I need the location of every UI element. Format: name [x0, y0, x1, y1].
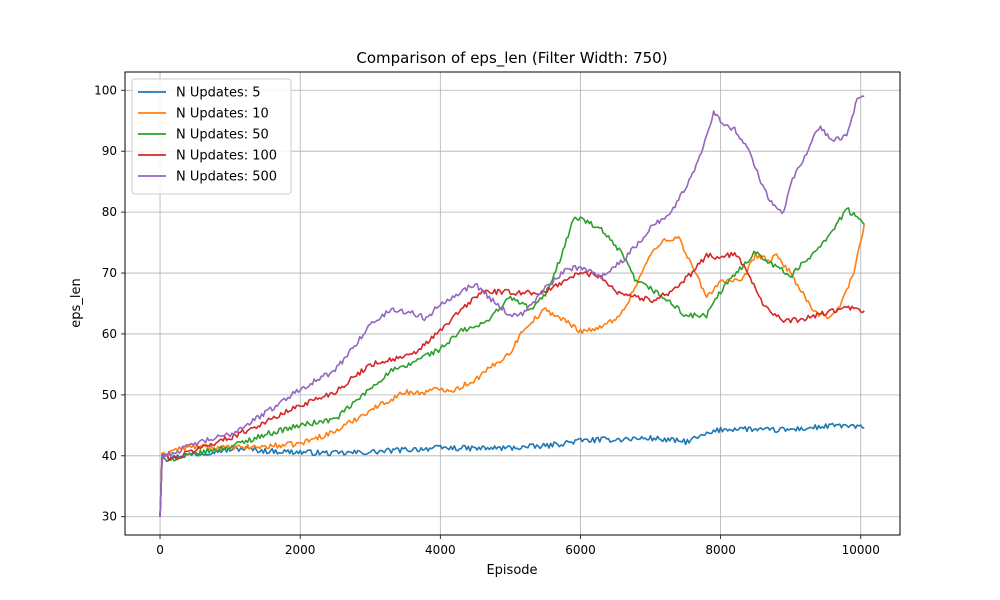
- legend-entry: N Updates: 100: [176, 149, 277, 164]
- grid: [125, 72, 900, 535]
- x-tick-label: 4000: [425, 543, 456, 557]
- series-line-0: [159, 422, 865, 517]
- x-axis-label: Episode: [486, 563, 537, 578]
- axis-ticks: 0 2000 4000 6000 8000 10000 30 40 50 60 70 80 90 100: [94, 83, 880, 557]
- x-tick-label: 2000: [285, 543, 316, 557]
- legend-entry: N Updates: 10: [176, 107, 269, 122]
- series-layer: [159, 95, 866, 517]
- x-tick-label: 0: [156, 543, 164, 557]
- chart-title: Comparison of eps_len (Filter Width: 750…: [356, 49, 667, 68]
- legend: N Updates: 5 N Updates: 10 N Updates: 50 N …: [131, 78, 292, 195]
- legend-entry: N Updates: 500: [176, 170, 277, 185]
- series-line-2: [159, 207, 865, 517]
- x-tick-label: 6000: [565, 543, 596, 557]
- series-line-1: [159, 224, 866, 517]
- legend-entry: N Updates: 5: [176, 86, 261, 101]
- x-tick-label: 10000: [842, 543, 880, 557]
- series-line-3: [159, 251, 865, 517]
- y-tick-label: 90: [102, 144, 117, 158]
- plot-frame: [124, 71, 901, 536]
- y-tick-label: 30: [102, 510, 117, 524]
- series-line-4: [159, 95, 865, 517]
- legend-entry: N Updates: 50: [176, 128, 269, 143]
- y-tick-label: 40: [102, 449, 117, 463]
- y-tick-label: 50: [102, 388, 117, 402]
- y-tick-label: 80: [102, 205, 117, 219]
- x-tick-label: 8000: [705, 543, 736, 557]
- y-tick-label: 60: [102, 327, 117, 341]
- y-tick-label: 100: [94, 83, 117, 97]
- y-axis-label: eps_len: [69, 278, 84, 327]
- legend-box: [131, 78, 292, 195]
- y-tick-label: 70: [102, 266, 117, 280]
